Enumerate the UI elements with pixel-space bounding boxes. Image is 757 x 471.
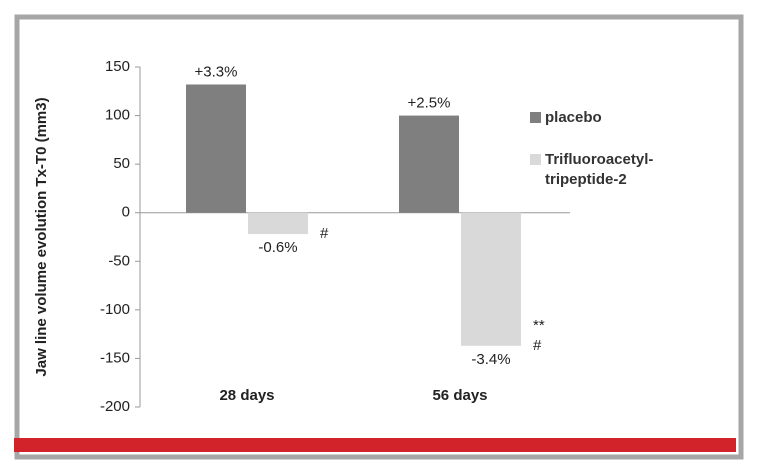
y-tick-label: 150 (105, 58, 130, 75)
y-tick-label: 0 (122, 204, 130, 221)
footer-bar (14, 438, 736, 452)
y-tick-label: -200 (100, 398, 130, 415)
annotation: +3.3% (195, 63, 238, 80)
significance-mark: # (320, 225, 329, 242)
y-tick-label: -150 (100, 349, 130, 366)
annotation: +2.5% (408, 95, 451, 112)
legend-label: Trifluoroacetyl-tripeptide-2 (545, 151, 654, 188)
annotation: -0.6% (258, 239, 297, 256)
y-tick-label: -50 (108, 252, 130, 269)
x-tick-label: 28 days (219, 387, 274, 404)
y-tick-label: 100 (105, 107, 130, 124)
y-tick-label: -100 (100, 301, 130, 318)
bar (461, 212, 521, 346)
bar (248, 212, 308, 235)
y-axis-label: Jaw line volume evolution Tx-T0 (mm3) (33, 97, 50, 376)
significance-mark: ** (533, 317, 545, 334)
frame (14, 14, 744, 460)
significance-mark: # (533, 337, 542, 354)
bar (399, 115, 459, 213)
legend-swatch (530, 154, 541, 165)
legend-swatch (530, 112, 541, 123)
x-tick-label: 56 days (432, 387, 487, 404)
annotation: -3.4% (471, 351, 510, 368)
legend-label: placebo (545, 109, 602, 126)
bar (186, 84, 246, 213)
y-tick-label: 50 (113, 155, 130, 172)
